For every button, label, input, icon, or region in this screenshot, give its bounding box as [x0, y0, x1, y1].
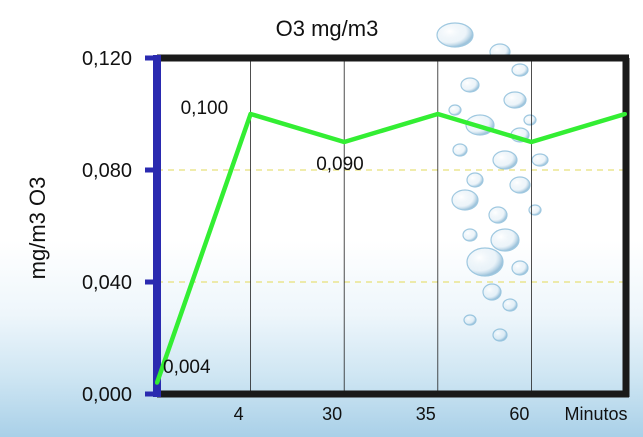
x-tick-label: 35 — [416, 404, 436, 424]
series-line — [154, 111, 627, 385]
bubble-13 — [462, 228, 478, 242]
y-tick-label: 0,120 — [82, 48, 132, 70]
y-axis-label: mg/m3 O3 — [25, 177, 50, 280]
water-bubbles-decoration — [436, 22, 549, 342]
x-tick-label: 30 — [322, 404, 342, 424]
bubble-21 — [523, 114, 537, 126]
bubble-24 — [448, 104, 462, 116]
data-label: 0,090 — [316, 154, 364, 175]
o3-series-line — [154, 111, 626, 384]
chart-title: O3 mg/m3 — [276, 16, 379, 41]
bubble-22 — [531, 153, 549, 167]
bubble-12 — [488, 206, 508, 224]
data-point — [248, 112, 253, 116]
bubble-23 — [528, 204, 542, 216]
data-point — [529, 140, 534, 144]
bubble-15 — [466, 247, 504, 277]
bubble-14 — [490, 228, 520, 252]
x-tick-label: 60 — [509, 404, 529, 424]
y-tick-label: 0,000 — [82, 384, 132, 406]
data-point — [435, 112, 440, 116]
bubble-10 — [509, 176, 531, 194]
bubble-16 — [511, 260, 529, 276]
bubble-8 — [492, 150, 518, 170]
data-labels: 0,004 0,100 0,090 — [163, 98, 364, 378]
bubble-3 — [460, 77, 480, 93]
bubble-2 — [511, 63, 529, 77]
data-label: 0,100 — [181, 98, 229, 119]
x-axis-label: Minutos — [564, 404, 627, 424]
bubble-11 — [451, 189, 479, 211]
x-tick-label: 4 — [234, 404, 244, 424]
data-label: 0,004 — [163, 357, 211, 378]
y-tick-labels: 0,000 0,040 0,080 0,120 — [82, 48, 132, 406]
bubble-19 — [463, 314, 477, 326]
data-point — [155, 380, 159, 385]
bubble-20 — [492, 328, 508, 342]
bubble-17 — [482, 283, 502, 301]
bubble-0 — [436, 22, 474, 48]
y-tick-label: 0,040 — [82, 272, 132, 294]
bubble-18 — [502, 298, 518, 312]
data-point — [623, 112, 627, 116]
data-point — [342, 140, 347, 144]
y-axis — [145, 55, 161, 397]
bubble-9 — [466, 172, 484, 188]
bubble-7 — [452, 143, 468, 157]
bubble-4 — [503, 91, 527, 109]
x-tick-labels: 4 30 35 60 — [234, 404, 530, 424]
y-tick-label: 0,080 — [82, 160, 132, 182]
